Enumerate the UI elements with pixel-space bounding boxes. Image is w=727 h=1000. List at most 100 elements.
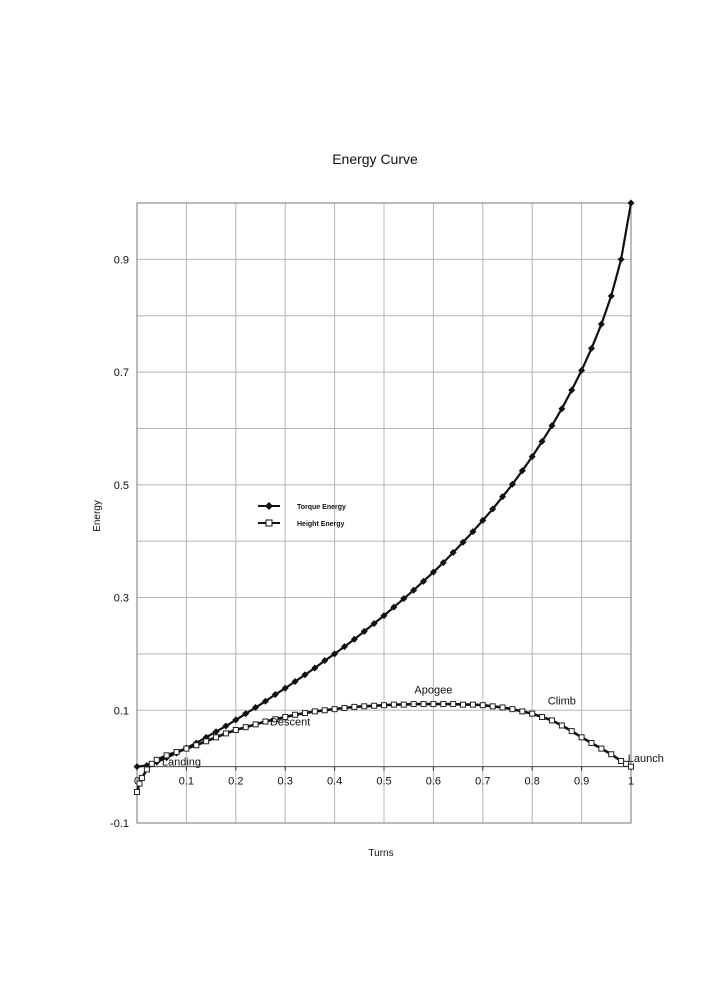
data-point [153,756,160,763]
data-point [538,437,546,445]
data-point [134,789,140,795]
series-height-energy [134,701,634,795]
data-point [597,320,605,328]
data-point [232,727,239,733]
data-point [459,538,467,546]
data-point [608,751,615,758]
data-point [627,199,635,207]
annotation-descent: Descent [270,716,310,728]
data-point [509,706,516,713]
data-point [252,703,260,711]
data-point [539,714,546,721]
data-point [548,422,556,430]
data-point [518,467,526,475]
data-point [212,728,220,736]
data-point [281,684,289,692]
data-point [261,697,269,705]
data-point [588,739,595,746]
series-torque-energy [133,199,635,771]
data-point [628,763,634,770]
data-point [430,701,437,708]
data-point [519,708,526,715]
x-tick-label: 0.8 [525,776,540,788]
data-point [617,255,625,263]
data-point [410,701,417,708]
data-point [242,710,250,718]
data-point [439,559,447,567]
x-tick-label: 0.6 [426,776,441,788]
data-point [360,627,368,635]
data-point [381,702,387,709]
x-axis-ticks: 00.10.20.30.40.50.60.70.80.91 [134,766,634,788]
y-axis-label: Energy [92,500,103,532]
data-point [136,780,143,787]
data-point [242,724,249,731]
legend-marker-diamond [265,502,273,510]
data-point [193,742,200,749]
data-point [449,548,457,556]
x-tick-label: 0.9 [574,776,589,788]
x-tick-label: 0.1 [179,776,194,788]
y-tick-label: 0.7 [114,367,129,379]
data-point [469,528,477,536]
x-axis-label: Turns [368,848,393,859]
data-point [282,714,289,721]
data-point [232,716,240,724]
data-point [607,292,615,300]
data-point [440,701,447,708]
data-point [400,595,408,603]
annotation-landing: Landing [162,757,201,769]
plot-frame [136,202,632,824]
data-point [489,505,497,513]
data-point [587,344,595,352]
data-point [291,678,299,686]
data-point [618,758,625,764]
data-point [252,721,259,728]
annotation-launch: Launch [628,753,664,765]
data-point [163,752,170,759]
data-point [528,453,536,461]
data-point [301,710,308,717]
data-point [351,703,358,710]
data-point [262,718,269,725]
y-tick-label: 0.3 [114,593,129,605]
data-point [450,701,457,708]
data-point [529,710,536,717]
x-tick-label: 0.3 [278,776,293,788]
data-point [390,603,398,611]
x-tick-label: 0.2 [228,776,243,788]
y-tick-label: 0.9 [114,254,129,266]
data-point [558,405,566,413]
data-point [331,650,339,658]
data-point [479,702,486,709]
data-point [133,763,141,771]
data-point [371,702,378,709]
data-point [429,568,437,576]
data-point [508,480,516,488]
x-tick-label: 1 [628,776,634,788]
annotations: Apogee Climb Descent Landing Launch [162,684,664,768]
data-point [568,386,576,394]
data-point [578,734,585,741]
data-point [460,701,467,708]
data-point [222,722,230,730]
series-layer [133,199,635,795]
data-point [271,690,279,698]
data-point [272,716,279,723]
data-point [390,701,397,708]
data-point [598,745,605,752]
legend-label-torque: Torque Energy [297,504,346,511]
data-point [400,701,407,708]
data-point [321,657,329,665]
data-point [341,705,348,712]
data-point [203,738,210,745]
data-point [173,748,180,755]
data-point [350,635,358,643]
data-point [568,728,575,735]
data-point [331,706,338,713]
legend-marker-square [265,519,273,527]
data-point [499,493,507,501]
x-tick-label: 0.4 [327,776,342,788]
chart-title: Energy Curve [332,151,418,167]
